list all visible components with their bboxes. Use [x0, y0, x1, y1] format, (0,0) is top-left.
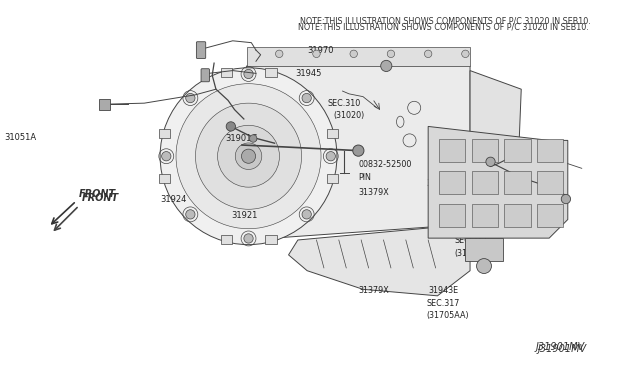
Circle shape — [275, 50, 283, 58]
Text: 00832-52500: 00832-52500 — [358, 160, 412, 169]
FancyBboxPatch shape — [221, 68, 232, 77]
FancyBboxPatch shape — [159, 129, 170, 138]
Polygon shape — [428, 126, 568, 238]
FancyBboxPatch shape — [439, 138, 465, 162]
Polygon shape — [470, 71, 521, 224]
Text: NOTE:THIS ILLUSTRATION SHOWS COMPONENTS OF P/C 31020 IN SEB10.: NOTE:THIS ILLUSTRATION SHOWS COMPONENTS … — [298, 22, 589, 31]
FancyBboxPatch shape — [537, 171, 563, 195]
Circle shape — [160, 68, 337, 245]
Circle shape — [176, 84, 321, 229]
Text: 31935: 31935 — [426, 179, 453, 188]
Text: 31379X: 31379X — [358, 188, 389, 197]
Circle shape — [486, 157, 495, 166]
FancyBboxPatch shape — [196, 42, 205, 58]
Circle shape — [162, 151, 171, 161]
Circle shape — [195, 103, 301, 209]
Circle shape — [302, 210, 311, 219]
Text: FRONT: FRONT — [79, 189, 116, 199]
FancyBboxPatch shape — [201, 69, 209, 82]
Text: 31051A: 31051A — [4, 133, 36, 142]
Text: 31943E: 31943E — [428, 286, 458, 295]
FancyBboxPatch shape — [159, 174, 170, 183]
Text: (31310P): (31310P) — [449, 160, 484, 169]
Text: NOTE:THIS ILLUSTRATION SHOWS COMPONENTS OF P/C 31020 IN SEB10.: NOTE:THIS ILLUSTRATION SHOWS COMPONENTS … — [300, 17, 591, 26]
FancyBboxPatch shape — [326, 129, 338, 138]
Circle shape — [381, 60, 392, 71]
Text: SEC.311: SEC.311 — [449, 149, 482, 158]
Circle shape — [241, 149, 255, 163]
Circle shape — [186, 93, 195, 103]
FancyBboxPatch shape — [326, 174, 338, 183]
FancyBboxPatch shape — [221, 235, 232, 244]
Circle shape — [350, 50, 357, 58]
Circle shape — [244, 234, 253, 243]
FancyBboxPatch shape — [537, 204, 563, 227]
Text: SEC.310: SEC.310 — [328, 99, 361, 108]
FancyBboxPatch shape — [472, 204, 498, 227]
Text: 31901C: 31901C — [225, 134, 257, 143]
Circle shape — [326, 151, 335, 161]
Text: FRONT: FRONT — [82, 193, 119, 203]
Text: SEC.317: SEC.317 — [426, 299, 460, 308]
FancyBboxPatch shape — [504, 204, 531, 227]
FancyBboxPatch shape — [472, 138, 498, 162]
FancyBboxPatch shape — [537, 138, 563, 162]
Text: 31970: 31970 — [307, 46, 333, 55]
Text: (31020): (31020) — [333, 111, 364, 120]
Text: 31945: 31945 — [295, 69, 321, 78]
Circle shape — [250, 135, 257, 142]
Text: 31379X: 31379X — [358, 286, 389, 295]
Text: 31924: 31924 — [160, 195, 186, 205]
Circle shape — [302, 93, 311, 103]
Polygon shape — [289, 224, 470, 296]
FancyBboxPatch shape — [266, 68, 276, 77]
Circle shape — [387, 50, 395, 58]
FancyBboxPatch shape — [504, 138, 531, 162]
Circle shape — [561, 195, 571, 204]
Text: PIN: PIN — [358, 173, 371, 182]
FancyBboxPatch shape — [439, 171, 465, 195]
Polygon shape — [246, 66, 470, 240]
Polygon shape — [465, 238, 502, 262]
Text: J31901MV: J31901MV — [537, 344, 586, 353]
Circle shape — [218, 125, 280, 187]
Circle shape — [477, 259, 492, 273]
FancyBboxPatch shape — [439, 204, 465, 227]
Text: (31705AA): (31705AA) — [426, 311, 469, 320]
Circle shape — [244, 69, 253, 78]
Circle shape — [424, 50, 432, 58]
FancyBboxPatch shape — [472, 171, 498, 195]
Polygon shape — [246, 47, 470, 66]
Circle shape — [226, 122, 236, 131]
Circle shape — [461, 50, 469, 58]
Circle shape — [313, 50, 320, 58]
FancyBboxPatch shape — [266, 235, 276, 244]
Text: 31921: 31921 — [231, 211, 257, 220]
Text: J31901MV: J31901MV — [536, 341, 584, 352]
Text: SEC.317: SEC.317 — [454, 237, 488, 246]
Circle shape — [236, 143, 262, 170]
Text: (31705): (31705) — [454, 248, 486, 257]
FancyBboxPatch shape — [99, 99, 110, 110]
Circle shape — [186, 210, 195, 219]
Circle shape — [353, 145, 364, 156]
FancyBboxPatch shape — [504, 171, 531, 195]
